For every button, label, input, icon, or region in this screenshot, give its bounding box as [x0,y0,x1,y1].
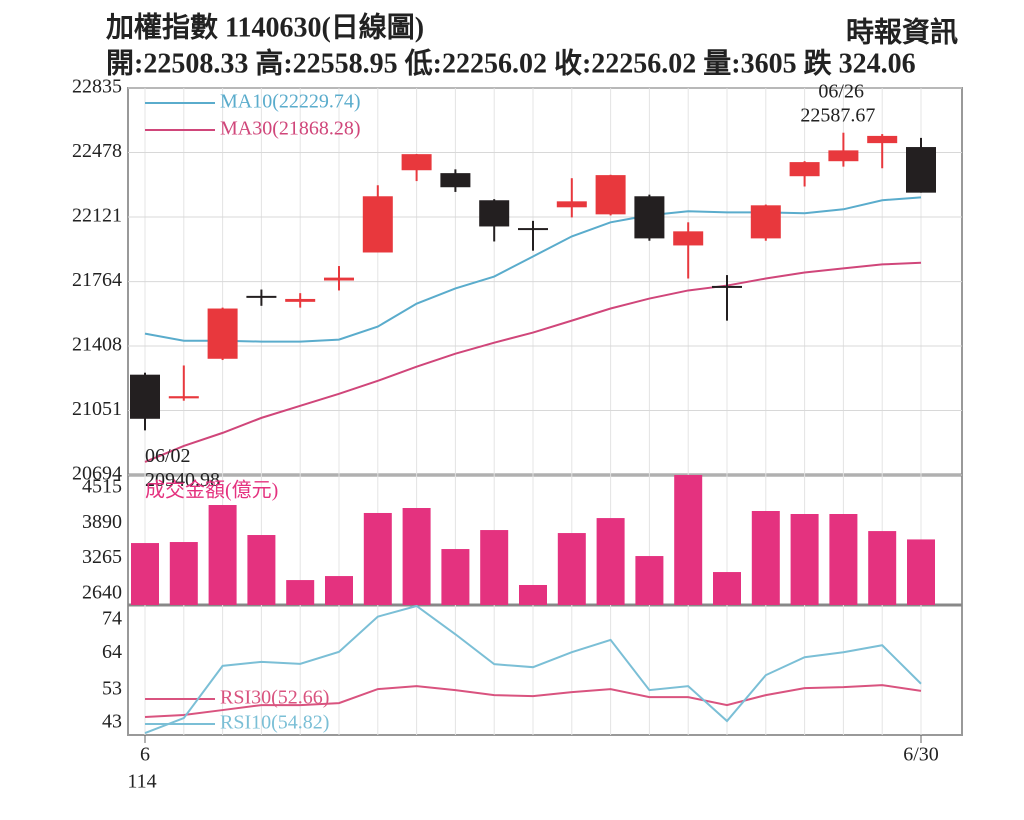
candle-body [673,231,704,246]
candle-body [518,228,548,231]
y-tick-label: 21051 [72,398,122,420]
candle-body [828,150,859,162]
candle-body [324,277,354,281]
y-tick-label: 21764 [72,269,122,291]
y-tick-label: 21408 [72,334,122,356]
legend-label: MA10(22229.74) [220,91,361,113]
volume-bar [131,543,159,605]
volume-bar [363,512,392,605]
candle-body [712,285,742,288]
summary: 開:22508.33 高:22558.95 低:22256.02 收:22256… [106,47,916,79]
volume-bar [441,549,470,605]
candle-body [401,154,432,171]
title: 加權指數 1140630(日線圖) [106,10,424,43]
candle-body [207,308,238,359]
candle-body [556,201,587,208]
volume-bar [208,505,237,605]
annotation-value: 20940.98 [145,469,220,491]
volume-bar [169,542,198,605]
volume-bar [713,572,741,605]
volume-bar [286,580,315,605]
candle-body [362,196,393,253]
x-tick-label: 6/30 [903,744,939,766]
volume-bar [519,584,547,605]
x-tick-label: 6 [140,744,150,766]
volume-bar [790,514,819,605]
volume-bar [402,508,431,605]
y-tick-label: 43 [102,711,122,733]
volume-bar [751,511,780,605]
volume-bar [635,556,664,605]
y-tick-label: 53 [102,677,122,699]
annotation-date: 06/26 [818,80,864,102]
y-tick-label: 4515 [82,476,122,498]
volume-bar [674,475,703,605]
volume-bar [868,531,897,605]
y-tick-label: 22478 [72,140,122,162]
y-tick-label: 22121 [72,205,122,227]
legend-label: RSI10(54.82) [220,712,329,734]
annotation-date: 06/02 [145,445,191,467]
candle-body [906,147,936,193]
ma-line [144,261,922,463]
y-tick-label: 3265 [82,546,122,568]
plot-frame [127,87,963,736]
legend-label: RSI30(52.66) [220,687,329,709]
x-sublabel: 114 [127,771,156,793]
candle-body [634,196,665,239]
volume-bar [247,535,276,605]
candle-body [246,295,277,298]
y-label: 成交金額(億元) [145,479,278,502]
volume-bar [907,539,935,605]
y-tick-label: 20694 [72,463,122,485]
y-tick-label: 64 [102,641,122,663]
candle-body [130,374,160,419]
candle-body [168,396,199,399]
volume-bar [596,518,625,605]
annotation-value: 22587.67 [800,104,875,126]
volume-bar [325,576,353,605]
y-tick-label: 3890 [82,511,122,533]
candle-body [750,205,781,239]
candle-body [867,135,898,144]
legend-label: MA30(21868.28) [220,118,361,140]
candle-body [789,162,820,177]
rsi-line [144,604,922,734]
y-tick-label: 74 [102,608,122,630]
volume-bar [557,533,586,605]
y-tick-label: 2640 [82,582,122,604]
candle-body [479,200,510,227]
volume-bar [480,530,509,605]
source: 時報資訊 [846,15,958,48]
candle-body [595,175,626,215]
rsi-line [144,684,922,719]
candle-body [440,173,471,188]
volume-bar [829,514,858,605]
y-tick-label: 22835 [72,76,122,98]
ma-line [144,196,922,343]
candle-body [285,298,316,302]
